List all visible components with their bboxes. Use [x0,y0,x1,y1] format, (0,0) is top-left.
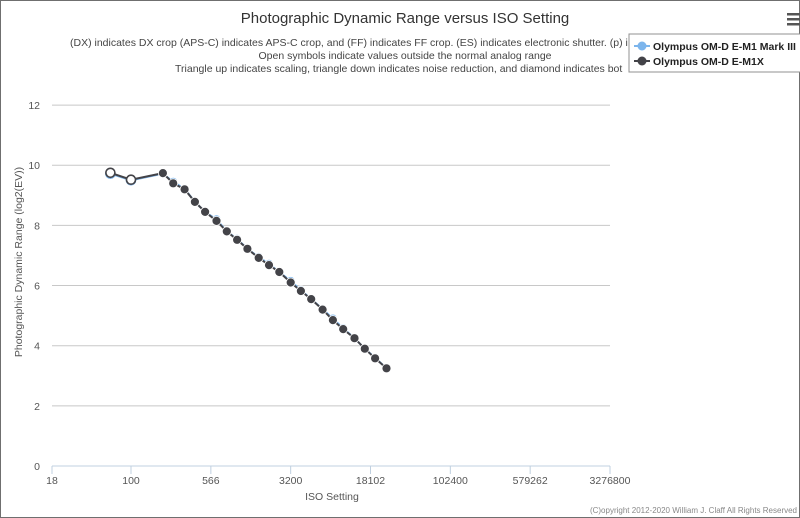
data-point[interactable] [253,252,264,263]
series-1[interactable] [105,168,392,374]
legend-box [628,33,800,73]
x-tick-label: 566 [202,475,220,487]
data-point[interactable] [168,178,179,189]
x-tick-label: 3276800 [590,475,631,487]
chart-title: Photographic Dynamic Range versus ISO Se… [241,10,570,27]
x-tick-label: 579262 [513,475,548,487]
grid-layer: 0 2 4 6 8 10 12 [28,100,610,473]
x-axis: 18 100 566 3200 18102 102400 579262 3276800 [46,465,631,487]
data-point[interactable] [125,174,137,185]
legend-marker-2 [637,56,647,66]
data-point[interactable] [179,184,190,195]
legend-label-1: Olympus OM-D E-M1 Mark III [653,41,796,53]
y-tick-label: 6 [34,281,40,293]
data-point[interactable] [274,267,285,277]
legend-item-series-2[interactable]: Olympus OM-D E-M1X [634,56,764,68]
data-point[interactable] [264,260,274,271]
y-axis-title: Photographic Dynamic Range (log2(EV)) [13,167,25,357]
hamburger-menu-icon[interactable] [784,10,800,28]
copyright-credit: (C)opyright 2012-2020 William J. Claff A… [590,506,797,515]
data-point[interactable] [200,206,211,217]
legend-marker-1 [637,41,647,51]
data-point[interactable] [232,234,243,245]
chart-subtitle-line-3: Triangle up indicates scaling, triangle … [175,63,622,75]
x-tick-label: 100 [122,475,140,487]
x-tick-label: 102400 [433,475,468,487]
data-point[interactable] [317,304,328,315]
data-point[interactable] [359,343,370,354]
y-tick-label: 12 [28,100,40,112]
series-line [110,172,388,370]
data-point[interactable] [349,333,360,344]
legend-label-2: Olympus OM-D E-M1X [653,56,764,68]
y-tick-label: 8 [34,220,40,232]
series-line [110,171,388,370]
data-point[interactable] [157,168,168,179]
x-tick-label: 18102 [356,475,385,487]
data-point[interactable] [285,277,296,288]
data-point[interactable] [211,215,222,226]
data-point[interactable] [242,243,253,254]
y-tick-label: 4 [34,341,40,353]
data-point[interactable] [381,363,392,374]
legend[interactable]: Olympus OM-D E-M1 Mark III Olympus OM-D … [628,33,800,73]
chart-subtitle-line-1: (DX) indicates DX crop (APS-C) indicates… [70,37,640,49]
data-point[interactable] [338,324,349,335]
data-point[interactable] [189,196,200,207]
x-tick-label: 18 [46,475,58,487]
series-layer [105,167,392,374]
chart-subtitle-line-2: Open symbols indicate values outside the… [258,50,551,62]
data-point[interactable] [370,353,381,364]
x-axis-title: ISO Setting [305,491,359,503]
data-point[interactable] [306,294,317,305]
data-point[interactable] [221,226,232,237]
x-tick-label: 3200 [279,475,303,487]
legend-item-series-1[interactable]: Olympus OM-D E-M1 Mark III [634,41,796,53]
data-point[interactable] [105,167,116,179]
data-point[interactable] [295,286,306,296]
data-point[interactable] [327,315,338,326]
y-tick-label: 10 [28,160,40,172]
y-tick-label: 0 [34,461,40,473]
series-2[interactable] [105,167,392,374]
y-tick-label: 2 [34,401,40,413]
